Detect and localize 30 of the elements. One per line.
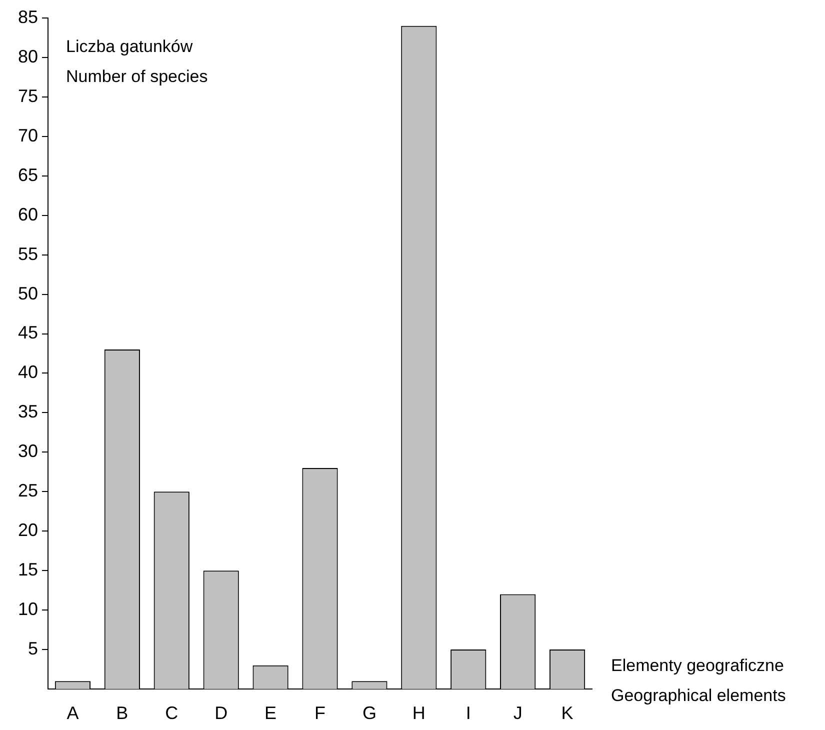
- y-tick-label: 50: [18, 283, 38, 304]
- y-tick-label: 85: [18, 6, 38, 27]
- y-axis-title: Liczba gatunków Number of species: [66, 36, 208, 88]
- x-tick-label: G: [362, 702, 376, 723]
- y-tick-label: 15: [18, 560, 38, 580]
- x-tick-label: B: [116, 702, 128, 723]
- y-tick-label: 35: [18, 402, 38, 422]
- x-tick-label: K: [561, 702, 574, 723]
- x-tick-label: J: [513, 702, 522, 723]
- y-tick-label: 30: [18, 441, 38, 462]
- y-tick-label: 70: [18, 125, 38, 146]
- x-tick-label: I: [466, 702, 471, 723]
- y-tick-label: 45: [18, 322, 38, 343]
- y-tick-label: 80: [18, 46, 38, 66]
- x-tick-label: F: [314, 702, 326, 723]
- y-tick-label: 75: [18, 86, 38, 106]
- x-tick-label: C: [165, 702, 178, 723]
- y-tick-label: 25: [18, 480, 38, 501]
- y-tick-label: 20: [18, 520, 38, 540]
- y-tick-label: 55: [18, 244, 38, 264]
- x-tick-label: E: [264, 702, 277, 723]
- x-tick-label: D: [214, 702, 228, 723]
- y-tick-label: 65: [18, 164, 38, 185]
- x-tick-label: A: [66, 702, 79, 723]
- x-axis-title: Elementy geograficzne Geographical elements: [611, 655, 786, 707]
- y-tick-label: 5: [28, 638, 38, 658]
- y-tick-label: 60: [18, 204, 38, 224]
- x-tick-label: H: [412, 702, 426, 723]
- y-tick-label: 40: [18, 362, 38, 382]
- y-tick-label: 10: [18, 599, 38, 620]
